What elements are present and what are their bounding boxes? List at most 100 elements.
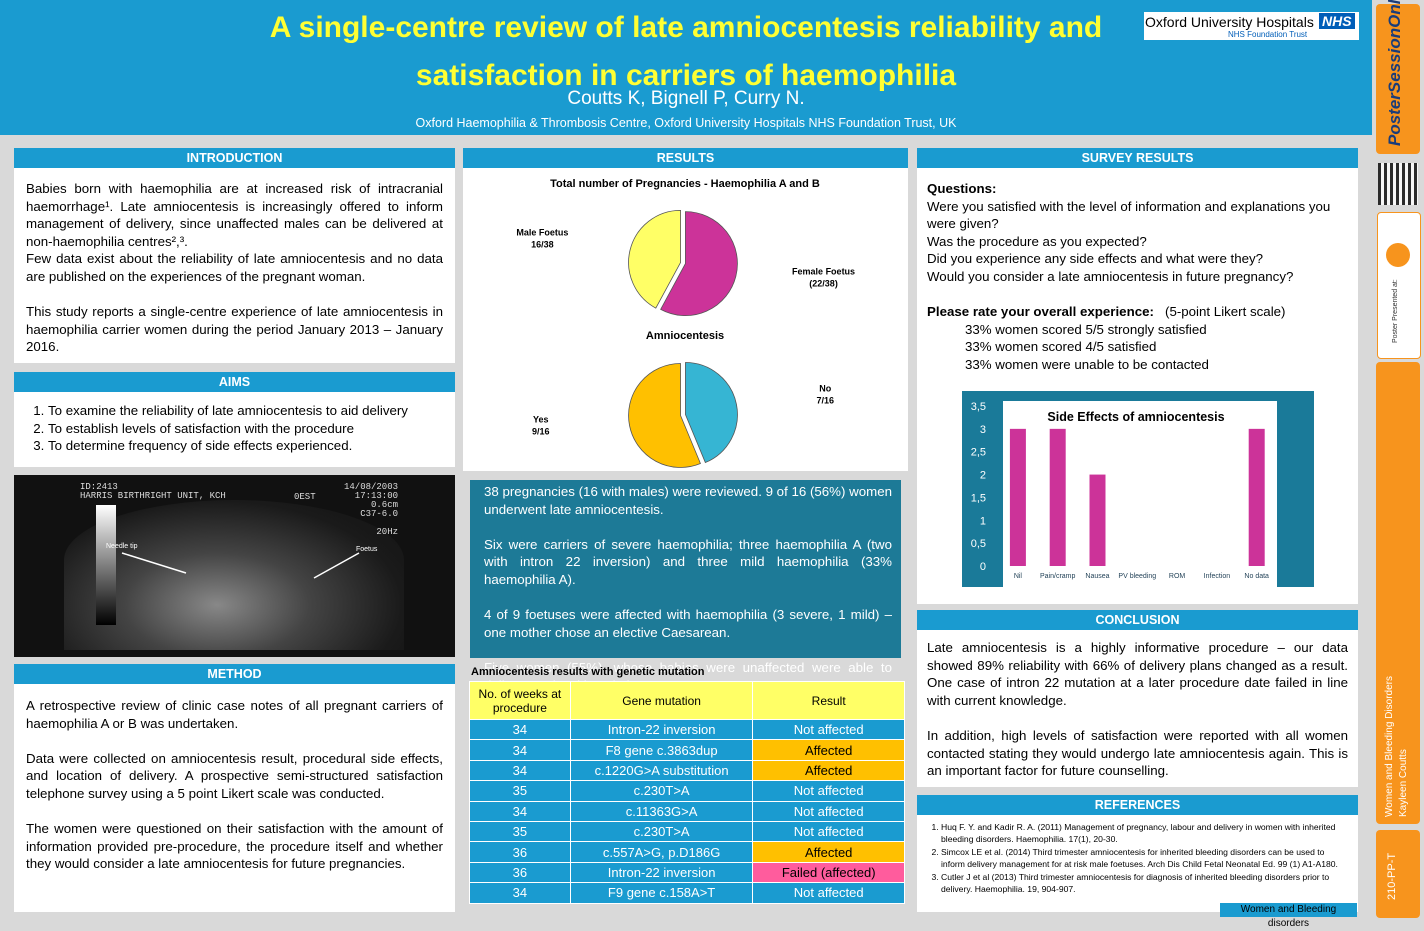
y-tick-label: 2 [980, 470, 986, 482]
conclusion: Late amniocentesis is a highly informati… [917, 630, 1358, 787]
table-row: 34 c.1220G>A substitution Affected [469, 759, 905, 782]
table-cell: 34 [469, 800, 571, 822]
results-charts: Total number of Pregnancies - Haemophili… [463, 168, 908, 471]
ultrasound-image: ID:2413 HARRIS BIRTHRIGHT UNIT, KCH 0EST … [14, 475, 455, 657]
paragraph: A retrospective review of clinic case no… [26, 698, 443, 731]
presented-box: Poster Presented at: [1377, 212, 1421, 359]
reference: Simcox LE et al. (2014) Third trimester … [941, 847, 1346, 870]
table-row: 35 c.230T>A Not affected [469, 780, 905, 802]
section-heading: RESULTS [463, 148, 908, 168]
overlay-text: 0EST [294, 492, 316, 502]
overlay-text: ID:2413 [80, 482, 118, 492]
table-cell: 35 [469, 820, 571, 843]
score: 33% women were unable to be contacted [965, 356, 1209, 372]
slice-value: (22/38) [809, 279, 838, 289]
paragraph: In addition, high levels of satisfaction… [927, 727, 1348, 779]
y-tick-label: 1 [980, 515, 986, 527]
topic: Women and Bleeding Disorders [1384, 675, 1395, 817]
rate-note: (5-point Likert scale) [1165, 304, 1286, 320]
method: A retrospective review of clinic case no… [14, 684, 455, 912]
pie-chart: Amniocentesis No 7/16 Yes 9/16 [532, 330, 834, 468]
survey: Questions: Were you satisfied with the l… [917, 168, 1358, 604]
table-cell: Not affected [752, 718, 905, 741]
section-heading: REFERENCES [917, 795, 1358, 815]
logo-sub: NHS Foundation Trust [1228, 30, 1308, 39]
section-heading: SURVEY RESULTS [917, 148, 1358, 168]
results-table: No. of weeks at procedure Gene mutation … [469, 681, 905, 904]
table-cell: Affected [752, 841, 905, 863]
x-tick-label: Pain/cramp [1040, 573, 1076, 580]
paragraph: Few data exist about the reliability of … [26, 251, 443, 284]
scan [64, 500, 404, 650]
paragraph: Late amniocentesis is a highly informati… [927, 640, 1348, 708]
table-cell: c.1220G>A substitution [569, 759, 754, 782]
brand-box: PosterSessionOnline.com [1376, 0, 1420, 154]
header-cell: No. of weeks at procedure [469, 681, 571, 720]
x-tick-label: ROM [1169, 573, 1186, 580]
slice-label: Female Foetus [792, 267, 855, 277]
table-cell: 34 [469, 882, 571, 904]
code: 210-PP-T [1386, 852, 1398, 900]
references: Huq F. Y. and Kadir R. A. (2011) Managem… [917, 815, 1358, 912]
x-tick-label: Nausea [1085, 573, 1109, 580]
table-cell: Affected [752, 739, 905, 761]
pie-chart: Total number of Pregnancies - Haemophili… [516, 178, 855, 316]
table-row: 36 c.557A>G, p.D186G Affected [469, 841, 905, 863]
logo-badge: NHS [1319, 13, 1355, 29]
header: A single-centre review of late amniocent… [0, 0, 1372, 135]
pie-slice [685, 362, 738, 464]
chart-title: Total number of Pregnancies - Haemophili… [550, 178, 820, 190]
table-cell: Not affected [752, 820, 905, 843]
header-cell: Gene mutation [569, 681, 754, 720]
table-cell: 34 [469, 759, 571, 782]
table-cell: F9 gene c.158A>T [569, 882, 754, 904]
x-tick-label: PV bleeding [1118, 573, 1156, 580]
paragraph: Six were carriers of severe haemophilia;… [484, 536, 892, 587]
questions-heading: Questions: [927, 181, 997, 196]
overlay-text: HARRIS BIRTHRIGHT UNIT, KCH [80, 491, 226, 501]
section-heading: AIMS [14, 372, 455, 392]
overlay-text: C37-6.0 [360, 509, 399, 519]
bar-chart: Side Effects of amniocentesis 0 0,5 1 1,5 2 2,… [962, 391, 1314, 587]
table-header: No. of weeks at procedure Gene mutation … [469, 681, 905, 720]
question: Would you consider a late amniocentesis … [927, 268, 1294, 284]
question: Was the procedure as you expected? [927, 233, 1147, 249]
affiliation: Oxford Haemophilia & Thrombosis Centre, … [415, 116, 957, 130]
section-heading: CONCLUSION [917, 610, 1358, 630]
image-label: Needle tip [106, 543, 138, 550]
authors: Coutts K, Bignell P, Curry N. [567, 88, 805, 109]
bar [1049, 428, 1066, 566]
slice-label: Yes [533, 415, 549, 425]
aims: To examine the reliability of late amnio… [14, 392, 455, 467]
overlay-text: 20Hz [376, 527, 399, 537]
grayscale-bar [96, 505, 116, 625]
overlay-text: 14/08/2003 [344, 482, 399, 492]
qr-code [1378, 163, 1418, 205]
overlay-text: 17:13:00 [354, 491, 399, 501]
pie-slice [660, 211, 738, 316]
question: Were you satisfied with the level of inf… [927, 198, 1331, 232]
header-cell: Result [752, 681, 905, 720]
question: Did you experience any side effects and … [927, 251, 1264, 267]
table-row: 35 c.230T>A Not affected [469, 820, 905, 843]
title: A single-centre review of late amniocent… [269, 11, 1103, 92]
slice-value: 9/16 [532, 427, 550, 437]
presented: Poster Presented at: [1392, 279, 1399, 343]
aim: To establish levels of satisfaction with… [48, 420, 443, 438]
table-cell: c.11363G>A [569, 800, 754, 822]
chart-title: Amniocentesis [646, 330, 724, 342]
paragraph: Babies born with haemophilia are at incr… [26, 181, 443, 249]
x-tick-label: No data [1244, 573, 1269, 580]
overlay: ID:2413 HARRIS BIRTHRIGHT UNIT, KCH [80, 483, 226, 501]
paragraph: The women were questioned on their satis… [26, 821, 443, 872]
paragraph: 4 of 9 foetuses were affected with haemo… [484, 607, 892, 640]
table-cell: c.230T>A [569, 780, 754, 802]
reference: Cutler J et al (2013) Third trimester am… [941, 872, 1346, 895]
table-cell: 36 [469, 861, 571, 884]
topic-box: Women and Bleeding Disorders Kayleen Cou… [1376, 362, 1420, 824]
reference-list: Huq F. Y. and Kadir R. A. (2011) Managem… [921, 822, 1346, 895]
table-cell: Affected [752, 759, 905, 782]
table-cell: Intron-22 inversion [569, 861, 754, 884]
pie-slice [628, 363, 701, 468]
